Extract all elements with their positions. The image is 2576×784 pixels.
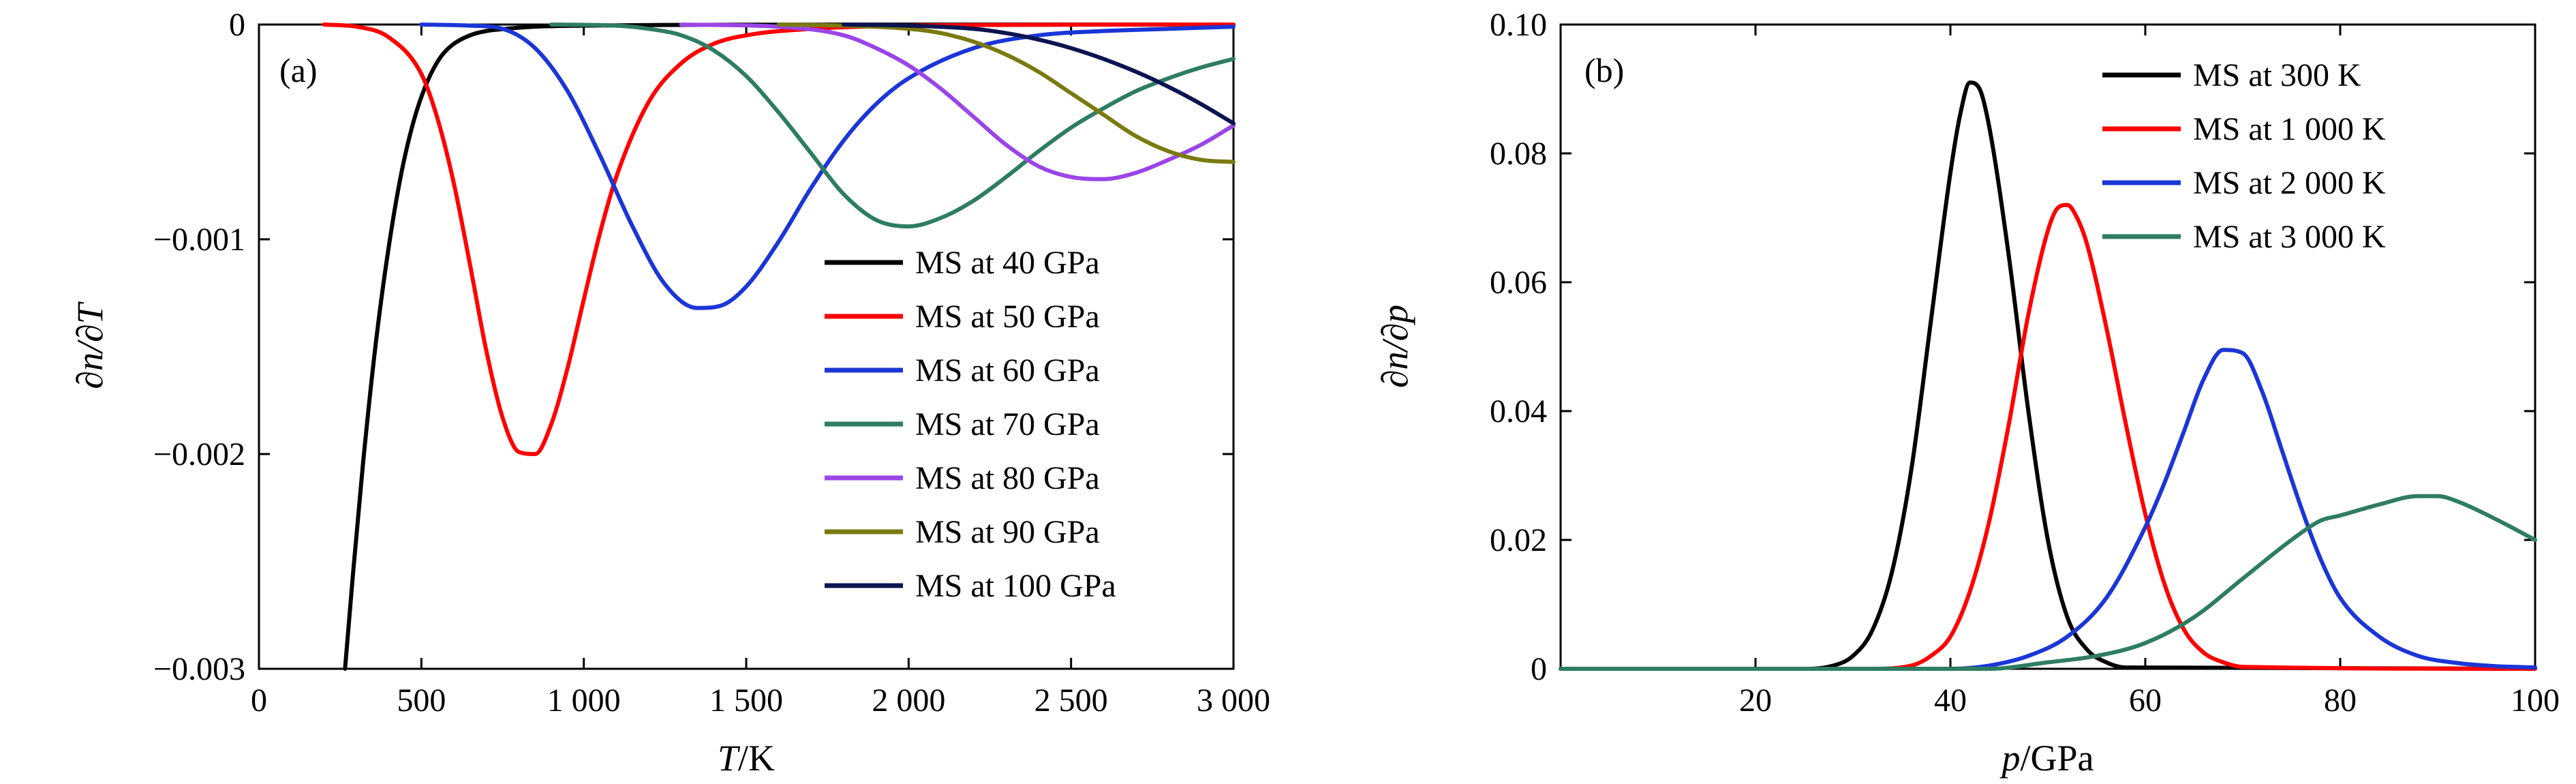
y-tick-label: 0.06 [1490,265,1547,301]
x-tick-label: 80 [2324,682,2357,719]
legend-label: MS at 3 000 K [2193,219,2386,255]
panel-a-y-axis-title: ∂n/∂T [70,301,110,389]
y-tick-label: −0.002 [153,436,245,472]
legend-label: MS at 60 GPa [915,352,1100,389]
x-tick-label: 2 500 [1034,682,1108,719]
legend-label: MS at 70 GPa [915,406,1100,442]
panel-a-curves [322,22,1236,671]
y-tick-label: −0.001 [153,222,245,258]
series-line [1559,202,2537,672]
panel-b-y-axis-title: ∂n/∂p [1375,305,1415,388]
panel-b-tag: (b) [1584,51,1624,89]
x-tick-label: 1 000 [547,682,621,719]
x-tick-label: 60 [2129,682,2162,719]
series-line [1559,494,2537,672]
legend-label: MS at 300 K [2193,57,2361,93]
x-tick-label: 0 [251,682,267,719]
series-line [1559,348,2537,672]
panel-b-x-axis-var: p [1999,738,2021,779]
legend-label: MS at 80 GPa [915,460,1100,496]
y-tick-label: 0.04 [1490,393,1547,429]
series-line [322,22,1236,456]
panel-a-tick-labels: 0 500 1 000 1 500 2 000 2 500 3 000 0 −0.001 −0.0… [153,7,1270,719]
panel-a-x-axis-title: T/K [718,738,775,779]
panel-b-curves [1559,80,2537,672]
y-tick-label: 0.10 [1490,7,1547,43]
x-tick-label: 2 000 [872,682,945,719]
y-tick-label: 0.08 [1490,136,1547,172]
x-tick-label: 500 [397,682,446,719]
y-tick-label: 0 [229,7,245,43]
x-tick-label: 40 [1934,682,1967,719]
panel-a-x-axis-unit: /K [738,738,775,779]
panel-b-plot-frame [1559,23,2536,670]
legend-label: MS at 2 000 K [2193,165,2386,201]
x-tick-label: 100 [2511,682,2560,719]
series-line [842,22,1236,125]
panel-a-tag: (a) [279,51,318,89]
series-line [776,22,1236,164]
x-tick-label: 3 000 [1197,682,1270,719]
panel-b-x-axis-unit: /GPa [2021,738,2094,779]
panel-b-x-axis-title: p/GPa [1999,738,2094,779]
legend-label: MS at 1 000 K [2193,111,2386,147]
y-tick-label: 0 [1531,651,1547,687]
panel-a-x-axis-var: T [718,738,741,779]
series-line [1559,80,2537,672]
legend-label: MS at 50 GPa [915,299,1100,335]
series-line [679,22,1236,181]
series-line [549,22,1236,229]
legend-label: MS at 40 GPa [915,245,1100,281]
x-tick-label: 20 [1739,682,1772,719]
panel-b-ticks [1561,23,2536,670]
x-tick-label: 1 500 [709,682,783,719]
y-tick-label: −0.003 [153,651,245,687]
panel-a-legend: MS at 40 GPa MS at 50 GPa MS at 60 GPa MS a… [825,245,1116,604]
series-line [419,22,1236,310]
panel-a-chart: 0 500 1 000 1 500 2 000 2 500 3 000 0 −0.001 −0.0… [70,7,1270,779]
panel-b-chart: 20 40 60 80 100 0 0.02 0.04 0.06 0.08 0.10 (b) p/G… [1375,7,2560,779]
legend-label: MS at 100 GPa [915,568,1116,604]
panel-b-tick-labels: 20 40 60 80 100 0 0.02 0.04 0.06 0.08 0.10 [1490,7,2560,719]
panel-b-legend: MS at 300 K MS at 1 000 K MS at 2 000 K MS … [2102,57,2386,255]
legend-label: MS at 90 GPa [915,514,1100,550]
y-tick-label: 0.02 [1490,522,1547,558]
